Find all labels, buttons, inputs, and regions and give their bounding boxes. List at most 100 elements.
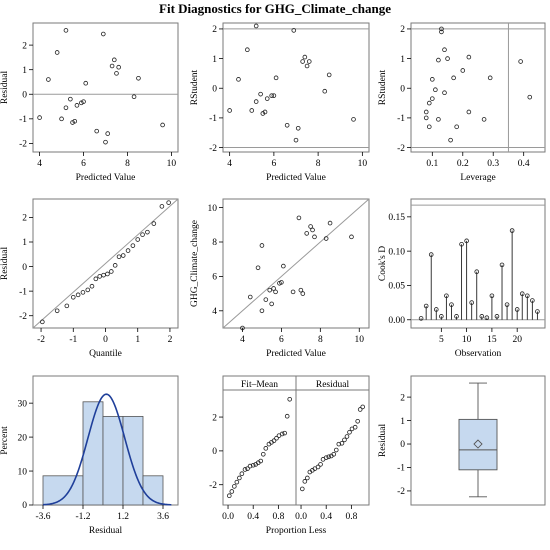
data-point <box>105 131 110 136</box>
data-point <box>120 253 126 258</box>
data-point <box>530 298 535 303</box>
plot-frame <box>222 198 370 329</box>
data-point <box>310 227 315 233</box>
x-tick-label: 10 <box>462 335 472 345</box>
data-point <box>109 269 114 274</box>
x-tick-label: 6 <box>81 159 86 169</box>
x-tick-label: 8 <box>318 335 323 345</box>
panel-p3: -2 -1 0 1 2 RStudent 0.1 0.2 0.3 0.4 Leverage <box>378 22 546 183</box>
data-point <box>423 115 429 121</box>
data-point <box>80 290 86 295</box>
data-point <box>279 280 284 285</box>
y-tick-label: -2 <box>397 144 405 154</box>
data-point <box>504 302 510 307</box>
x-tick-label: 10 <box>355 335 365 345</box>
data-point <box>262 109 268 115</box>
y-tick-label: 0.00 <box>388 316 405 326</box>
panel-p1: -2 -1 0 1 2 Residual 4 6 8 10 Predicted Value <box>0 22 179 183</box>
iqr-box <box>458 418 498 471</box>
y-tick-label: 0 <box>212 447 217 457</box>
data-point <box>518 59 523 64</box>
data-point <box>81 99 86 104</box>
x-tick-label: 0.2 <box>457 159 469 169</box>
data-point <box>249 108 255 113</box>
data-point <box>351 117 356 122</box>
data-point <box>131 94 137 100</box>
x-axis-label: Predicted Value <box>76 173 136 183</box>
data-point <box>112 263 118 268</box>
y-tick-label: 20 <box>18 433 28 443</box>
data-point <box>445 56 450 61</box>
data-point <box>101 31 106 37</box>
data-point <box>75 292 81 298</box>
x-tick-label: 0.0 <box>222 512 234 522</box>
panel-p2: -2 -1 0 1 2 RStudent 4 6 8 10 Predicted Value <box>190 22 370 183</box>
y-tick-label: -1 <box>397 114 405 124</box>
histogram-bar <box>102 415 124 506</box>
data-point <box>253 23 259 29</box>
data-point <box>525 293 530 299</box>
data-point <box>439 26 444 32</box>
data-point <box>433 307 439 312</box>
data-point <box>114 71 119 76</box>
data-point <box>151 221 157 226</box>
data-point <box>259 308 265 314</box>
data-point <box>487 75 493 81</box>
data-point <box>227 108 232 113</box>
data-point <box>232 484 237 489</box>
y-tick-label: 1 <box>400 55 405 65</box>
x-tick-label: 6 <box>279 335 284 345</box>
y-tick-label: 1 <box>22 66 27 76</box>
x-tick-label: 8 <box>125 159 130 169</box>
data-point <box>263 297 269 302</box>
x-axis-label: Proportion Less <box>266 526 327 536</box>
data-point <box>59 116 64 122</box>
data-point <box>302 479 308 484</box>
data-point <box>101 272 106 278</box>
data-point <box>63 28 69 33</box>
x-tick-label: 0.4 <box>247 512 259 522</box>
x-tick-label: 1.2 <box>117 512 129 522</box>
data-point <box>116 64 121 70</box>
data-point <box>418 316 424 321</box>
y-tick-label: 2 <box>212 413 217 423</box>
data-point <box>94 128 100 134</box>
data-point <box>489 293 495 299</box>
data-point <box>298 287 304 293</box>
y-tick-label: 2 <box>400 393 405 403</box>
data-point <box>236 77 241 82</box>
data-point <box>279 431 285 437</box>
data-point <box>70 294 76 300</box>
y-tick-label: 0 <box>400 84 405 94</box>
x-tick-label: 20 <box>512 335 522 345</box>
data-point <box>253 99 259 104</box>
data-point <box>103 139 108 145</box>
data-point <box>436 117 441 122</box>
data-point <box>237 475 242 481</box>
data-point <box>439 314 444 319</box>
data-point <box>299 486 305 492</box>
data-point <box>281 263 286 269</box>
data-point <box>264 96 270 101</box>
data-point <box>474 269 480 275</box>
x-axis-label: Observation <box>455 349 502 359</box>
data-point <box>352 424 358 430</box>
data-point <box>347 429 352 435</box>
data-point <box>46 77 51 82</box>
y-tick-label: -1 <box>209 114 217 124</box>
data-point <box>494 314 500 319</box>
data-point <box>304 231 310 236</box>
data-point <box>125 248 131 253</box>
y-axis-label: Percent <box>0 426 10 455</box>
plot-frame <box>222 22 370 153</box>
data-point <box>433 87 438 93</box>
histogram-bar <box>42 475 84 506</box>
x-tick-label: -1.2 <box>75 512 90 522</box>
data-point <box>306 59 312 64</box>
data-point <box>239 471 245 477</box>
data-point <box>527 94 533 100</box>
data-point <box>166 200 171 205</box>
data-point <box>282 430 287 436</box>
y-axis-label: GHG_Climate_change <box>190 220 200 307</box>
